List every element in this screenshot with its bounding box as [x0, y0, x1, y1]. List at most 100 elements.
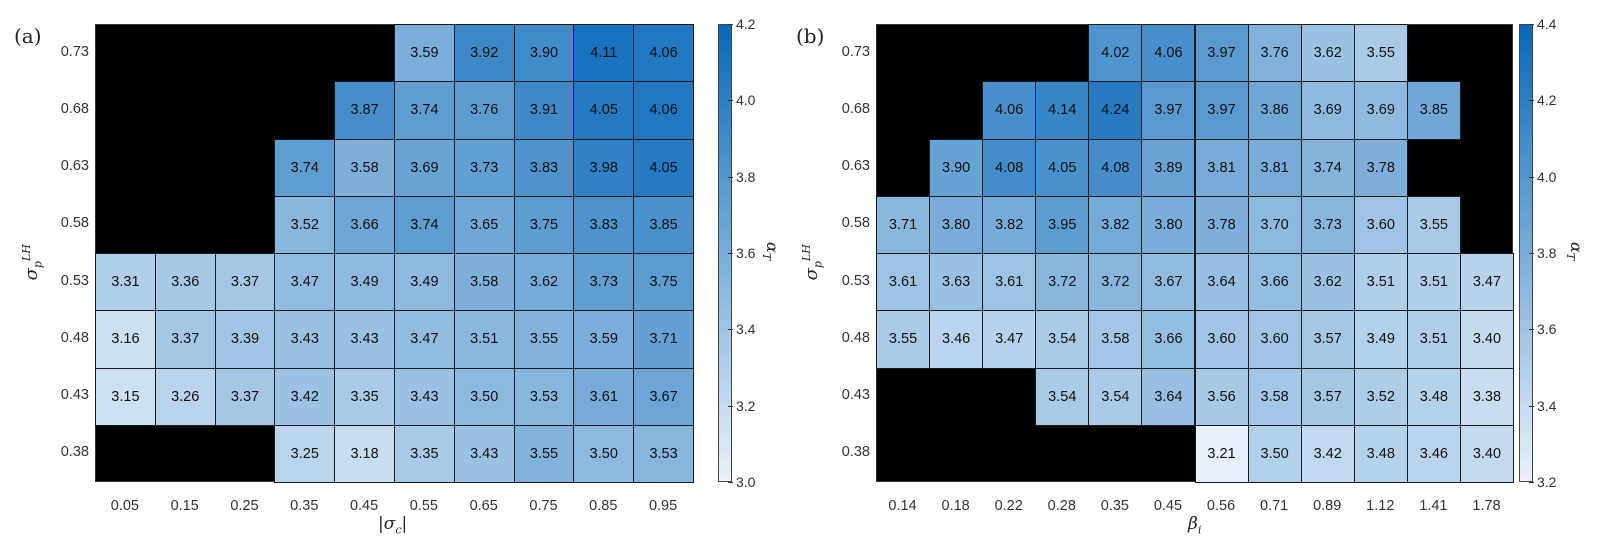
heatmap-cell: 3.50 [573, 424, 635, 483]
heatmap-cell: 3.55 [513, 424, 575, 483]
heatmap-cell: 3.60 [1353, 195, 1408, 254]
colorbar-tick-mark [728, 329, 733, 331]
heatmap-cell: 3.76 [1247, 24, 1302, 83]
colorbar-tick-label: 3.4 [1537, 397, 1557, 414]
heatmap-cell: 3.54 [1088, 367, 1143, 426]
heatmap-cell: 3.91 [513, 81, 575, 140]
y-tick-label: 0.43 [841, 387, 870, 404]
colorbar-tick-mark [728, 176, 733, 178]
heatmap-cell: 3.54 [1035, 367, 1090, 426]
heatmap-cell: 3.90 [513, 24, 575, 83]
heatmap-cell: 3.62 [513, 253, 575, 312]
heatmap-cell: 3.60 [1194, 310, 1249, 369]
heatmap-cell: 3.47 [1459, 253, 1514, 312]
y-tick-label: 0.68 [841, 100, 870, 117]
heatmap-cell: 3.73 [573, 253, 635, 312]
heatmap-cell: 3.66 [1247, 253, 1302, 312]
heatmap-cell: 3.74 [394, 195, 455, 254]
heatmap-cell: 3.48 [1406, 367, 1461, 426]
heatmap-cell: 3.21 [1194, 424, 1249, 483]
y-tick-label: 0.58 [841, 215, 870, 232]
heatmap-cell: 3.78 [1194, 195, 1249, 254]
heatmap-cell: 3.74 [274, 138, 336, 197]
ylabel-sub: p [31, 261, 45, 269]
panel-a-colorbar-label: αT [760, 242, 782, 260]
heatmap-cell: 3.74 [1300, 138, 1355, 197]
heatmap-cell: 3.42 [1300, 424, 1355, 483]
panel-a-label: (a) [14, 24, 42, 48]
heatmap-cell: 3.51 [1406, 310, 1461, 369]
heatmap-cell: 4.05 [633, 138, 694, 197]
x-tick-label: 1.12 [1366, 498, 1395, 514]
heatmap-cell: 3.39 [214, 310, 276, 369]
y-tick-label: 0.63 [60, 158, 89, 175]
heatmap-cell: 3.49 [334, 253, 395, 312]
y-tick-label: 0.38 [841, 444, 870, 461]
heatmap-cell: 3.48 [1353, 424, 1408, 483]
colorbar-tick-label: 3.4 [736, 321, 756, 338]
heatmap-cell: 3.62 [1300, 24, 1355, 83]
heatmap-cell: 4.02 [1088, 24, 1143, 83]
heatmap-cell: 3.58 [1088, 310, 1143, 369]
heatmap-cell: 3.70 [1247, 195, 1302, 254]
xlabel-sub: c [395, 523, 402, 537]
heatmap-cell: 3.59 [394, 24, 455, 83]
x-tick-label: 0.65 [469, 498, 498, 514]
x-tick-label: 0.28 [1047, 498, 1076, 514]
colorbar-tick-label: 4.0 [736, 92, 756, 109]
colorbar-tick-mark [728, 482, 733, 483]
heatmap-cell: 3.37 [154, 310, 216, 369]
heatmap-cell: 3.55 [1353, 24, 1408, 83]
heatmap-cell: 3.59 [573, 310, 635, 369]
heatmap-cell: 3.51 [1406, 253, 1461, 312]
heatmap-cell: 3.66 [1141, 310, 1196, 369]
heatmap-cell: 3.47 [274, 253, 336, 312]
heatmap-cell: 3.46 [929, 310, 984, 369]
heatmap-cell: 3.43 [334, 310, 395, 369]
colorbar-tick-label: 3.6 [1537, 321, 1557, 338]
heatmap-cell: 3.98 [573, 138, 635, 197]
colorbar-tick-label: 3.8 [736, 168, 756, 185]
x-tick-label: 0.95 [648, 498, 678, 514]
x-tick-label: 0.35 [290, 498, 319, 514]
heatmap-cell: 3.97 [1194, 24, 1249, 83]
colorbar-tick-label: 4.0 [1537, 168, 1557, 185]
x-tick-label: 1.41 [1419, 498, 1448, 514]
heatmap-cell: 3.47 [982, 310, 1037, 369]
ylabel-sup: LH [19, 244, 33, 262]
heatmap-cell: 3.66 [334, 195, 395, 254]
heatmap-cell: 3.55 [513, 310, 575, 369]
ylabel-symbol: σ [800, 268, 822, 281]
heatmap-cell: 3.95 [1035, 195, 1090, 254]
heatmap-cell: 3.36 [154, 253, 216, 312]
heatmap-cell: 3.56 [1194, 367, 1249, 426]
heatmap-cell: 3.90 [929, 138, 984, 197]
heatmap-cell: 3.16 [95, 310, 156, 369]
heatmap-cell: 3.73 [1300, 195, 1355, 254]
heatmap-cell: 3.55 [1406, 195, 1461, 254]
heatmap-cell: 3.75 [633, 253, 694, 312]
x-tick-label: 1.78 [1472, 498, 1501, 514]
xlabel-symbol: β [1188, 514, 1198, 534]
cb-sub: T [759, 252, 773, 261]
heatmap-cell: 4.06 [982, 81, 1037, 140]
y-tick-label: 0.53 [60, 272, 89, 289]
x-tick-label: 0.75 [529, 498, 558, 514]
heatmap-cell: 3.80 [1141, 195, 1196, 254]
x-tick-label: 0.56 [1206, 498, 1236, 514]
heatmap-cell: 3.58 [334, 138, 395, 197]
cb-sub: T [1563, 252, 1577, 261]
heatmap-cell: 3.55 [876, 310, 931, 369]
heatmap-cell: 3.75 [513, 195, 575, 254]
heatmap-cell: 3.26 [154, 367, 216, 426]
heatmap-cell: 3.61 [876, 253, 931, 312]
x-tick-label: 0.45 [349, 498, 379, 514]
y-tick-label: 0.48 [60, 329, 89, 346]
x-tick-label: 0.71 [1260, 498, 1289, 514]
heatmap-cell: 3.58 [1247, 367, 1302, 426]
colorbar-tick-label: 3.2 [1537, 474, 1557, 490]
heatmap-cell: 4.06 [1141, 24, 1196, 83]
colorbar-tick-mark [1529, 24, 1534, 25]
colorbar-tick-label: 4.2 [1537, 92, 1557, 109]
heatmap-cell: 3.62 [1300, 253, 1355, 312]
